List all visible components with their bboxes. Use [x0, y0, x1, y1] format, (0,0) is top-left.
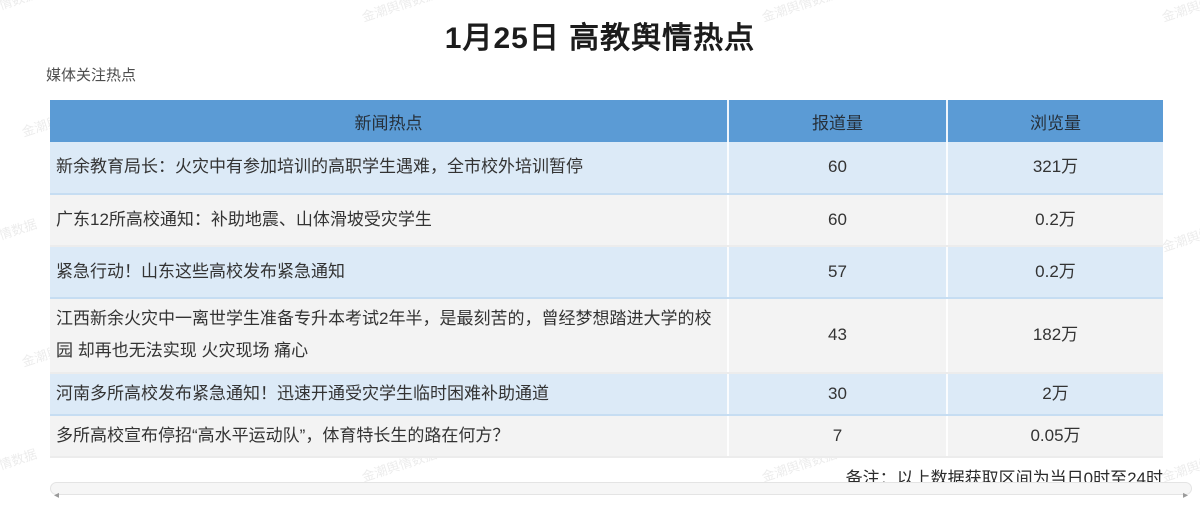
report-count-cell: 60 [727, 194, 947, 247]
news-title-cell: 紧急行动！山东这些高校发布紧急通知 [50, 246, 728, 299]
view-count-cell: 321万 [946, 142, 1163, 195]
scroll-right-icon[interactable]: ▸ [1182, 490, 1188, 501]
report-count-cell: 30 [727, 372, 947, 416]
column-header-views: 浏览量 [946, 100, 1163, 142]
view-count-cell: 0.2万 [946, 246, 1163, 299]
view-count-cell: 182万 [946, 298, 1163, 374]
news-table-container: 新闻热点 报道量 浏览量 新余教育局长：火灾中有参加培训的高职学生遇难，全市校外… [50, 100, 1165, 489]
table-header-row: 新闻热点 报道量 浏览量 [50, 100, 1163, 142]
report-count-cell: 43 [727, 298, 947, 374]
page-title: 1月25日 高教舆情热点 [444, 22, 756, 55]
watermark-text: 金潮舆情数据 [1159, 446, 1200, 485]
section-label: 媒体关注热点 [46, 67, 137, 84]
watermark-text: 金潮舆情数据 [0, 446, 39, 485]
watermark-text: 金潮舆情数据 [1159, 216, 1200, 255]
table-row: 河南多所高校发布紧急通知！迅速开通受灾学生临时困难补助通道 30 2万 [50, 372, 1163, 416]
table-row: 多所高校宣布停招“高水平运动队”，体育特长生的路在何方？ 7 0.05万 [50, 414, 1163, 459]
news-table-body: 新余教育局长：火灾中有参加培训的高职学生遇难，全市校外培训暂停 60 321万 … [50, 142, 1163, 459]
column-header-reports: 报道量 [727, 100, 947, 142]
table-row: 新余教育局长：火灾中有参加培训的高职学生遇难，全市校外培训暂停 60 321万 [50, 142, 1163, 195]
news-table: 新闻热点 报道量 浏览量 新余教育局长：火灾中有参加培训的高职学生遇难，全市校外… [50, 100, 1163, 459]
report-count-cell: 57 [727, 246, 947, 299]
view-count-cell: 2万 [946, 372, 1163, 416]
news-title-cell: 江西新余火灾中一离世学生准备专升本考试2年半，是最刻苦的，曾经梦想踏进大学的校园… [50, 298, 728, 374]
table-row: 江西新余火灾中一离世学生准备专升本考试2年半，是最刻苦的，曾经梦想踏进大学的校园… [50, 298, 1163, 374]
news-title-cell: 多所高校宣布停招“高水平运动队”，体育特长生的路在何方？ [50, 414, 728, 459]
watermark-text: 金潮舆情数据 [0, 216, 39, 255]
table-row: 广东12所高校通知：补助地震、山体滑坡受灾学生 60 0.2万 [50, 194, 1163, 247]
horizontal-scrollbar[interactable]: ◂ ▸ [50, 482, 1192, 501]
report-count-cell: 7 [727, 414, 947, 459]
table-row: 紧急行动！山东这些高校发布紧急通知 57 0.2万 [50, 246, 1163, 299]
column-header-news: 新闻热点 [50, 100, 728, 142]
scroll-left-icon[interactable]: ◂ [54, 490, 60, 501]
view-count-cell: 0.2万 [946, 194, 1163, 247]
report-count-cell: 60 [727, 142, 947, 195]
news-title-cell: 广东12所高校通知：补助地震、山体滑坡受灾学生 [50, 194, 728, 247]
news-title-cell: 河南多所高校发布紧急通知！迅速开通受灾学生临时困难补助通道 [50, 372, 728, 416]
view-count-cell: 0.05万 [946, 414, 1163, 459]
news-title-cell: 新余教育局长：火灾中有参加培训的高职学生遇难，全市校外培训暂停 [50, 142, 728, 195]
